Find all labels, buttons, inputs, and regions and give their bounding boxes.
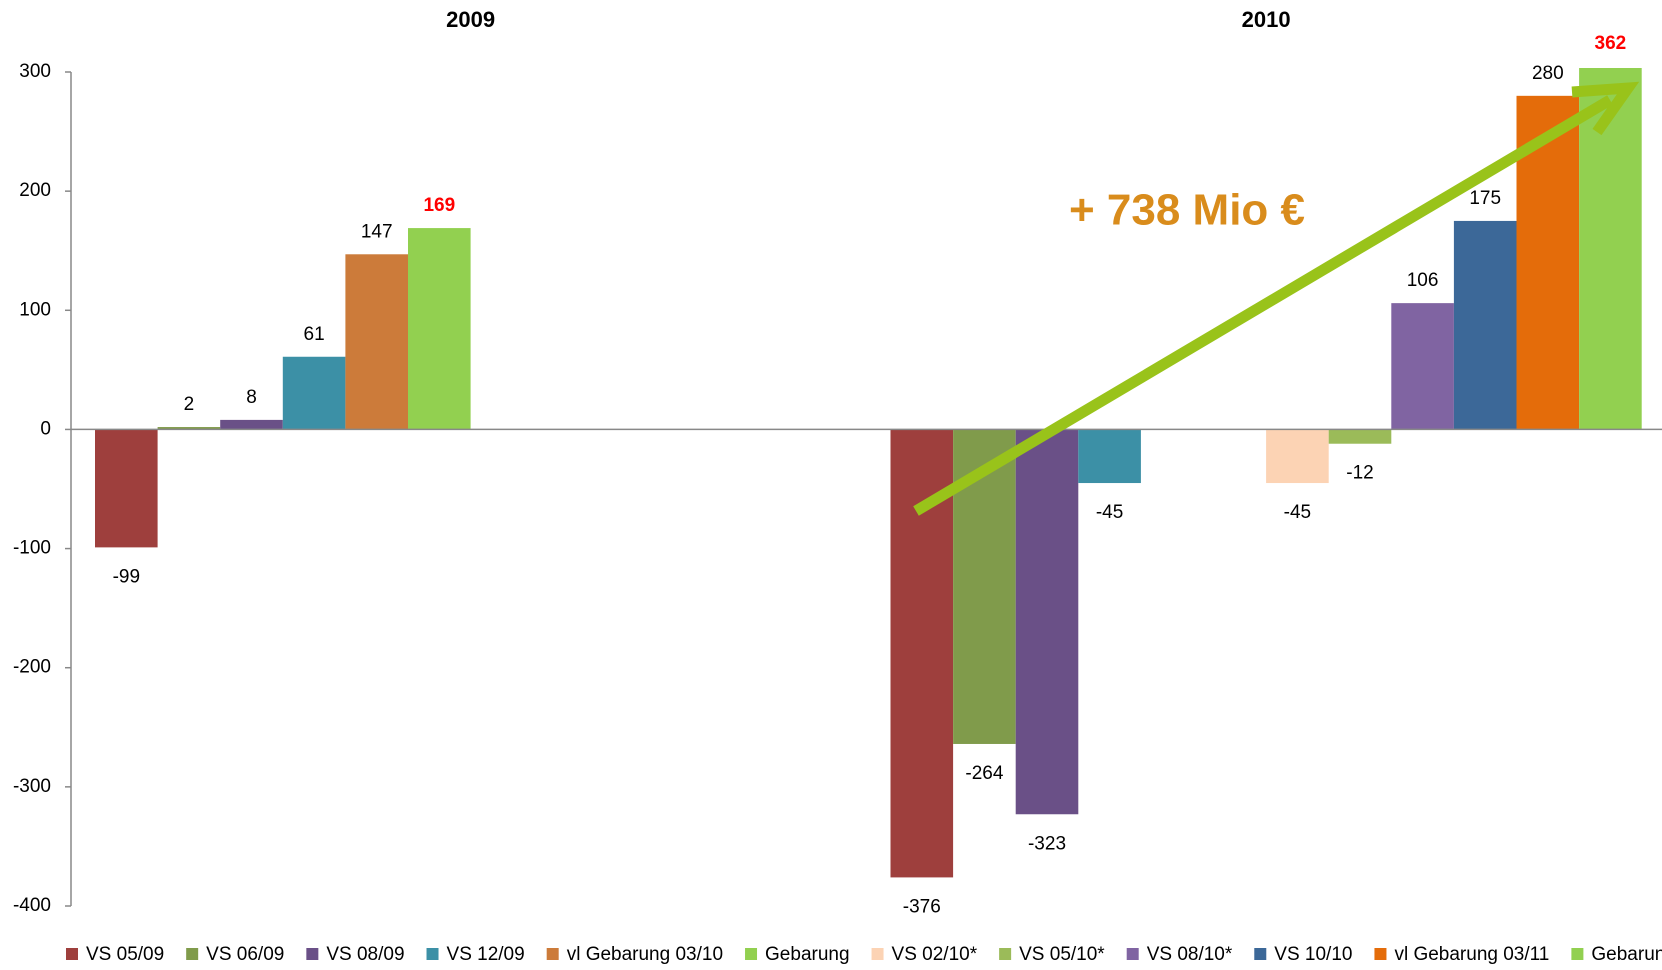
value-label: 175 xyxy=(1469,188,1501,209)
annotation: + 738 Mio € xyxy=(1069,186,1305,235)
arrow-head xyxy=(1571,81,1640,136)
category-label: 2010 xyxy=(1242,7,1291,32)
value-label: 362 xyxy=(1595,33,1627,54)
legend-label: VS 08/09 xyxy=(326,944,404,965)
y-tick-label: -300 xyxy=(13,776,51,797)
legend-swatch xyxy=(1126,948,1139,960)
bar xyxy=(1015,429,1079,815)
legend-label: vl Gebarung 03/11 xyxy=(1394,944,1549,965)
value-label: 2 xyxy=(184,394,195,415)
y-tick-label: 200 xyxy=(19,180,51,201)
legend-label: Gebarung xyxy=(1591,944,1662,965)
category-label: 2009 xyxy=(446,7,495,32)
arrow-shaft xyxy=(913,95,1613,516)
y-tick-label: 100 xyxy=(19,299,51,320)
value-label: -12 xyxy=(1346,463,1373,484)
value-label: 106 xyxy=(1407,270,1439,291)
legend-swatch xyxy=(871,948,884,960)
value-label: 147 xyxy=(361,221,393,242)
y-tick-label: -400 xyxy=(13,895,51,916)
y-tick-label: -200 xyxy=(13,657,51,678)
value-label: -376 xyxy=(903,896,941,917)
legend-label: VS 05/10* xyxy=(1019,944,1105,965)
legend-swatch xyxy=(999,948,1012,960)
legend-label: VS 08/10* xyxy=(1147,944,1233,965)
value-label: 8 xyxy=(246,387,257,408)
bar xyxy=(157,427,221,430)
bar xyxy=(220,419,283,430)
legend: VS 05/09 VS 06/09 VS 08/09 VS 12/09 vl Gebar… xyxy=(66,944,1662,965)
value-label: -99 xyxy=(113,566,140,587)
legend-swatch xyxy=(186,948,199,960)
legend-swatch xyxy=(66,948,78,960)
value-label: -264 xyxy=(965,763,1003,784)
legend-swatch xyxy=(745,948,758,960)
value-label: -45 xyxy=(1284,502,1311,523)
bar xyxy=(1453,220,1517,430)
bar xyxy=(282,356,346,430)
y-tick-label: 300 xyxy=(19,61,51,82)
bar xyxy=(1391,303,1454,430)
arrow xyxy=(913,81,1640,516)
value-label: -45 xyxy=(1096,502,1123,523)
value-label: 280 xyxy=(1532,63,1564,84)
legend-swatch xyxy=(1571,948,1584,960)
value-label: -323 xyxy=(1028,833,1066,854)
legend-swatch xyxy=(546,948,559,960)
y-tick-label: 0 xyxy=(40,418,51,439)
legend-swatch xyxy=(426,948,439,960)
legend-label: VS 12/09 xyxy=(447,944,525,965)
bar xyxy=(95,429,158,548)
legend-label: Gebarung xyxy=(765,944,850,965)
legend-label: vl Gebarung 03/10 xyxy=(567,944,723,965)
bar xyxy=(1328,429,1392,444)
y-tick-label: -100 xyxy=(13,538,51,559)
bar xyxy=(408,228,471,430)
plot-area xyxy=(95,68,1642,878)
legend-swatch xyxy=(1254,948,1267,960)
bar xyxy=(1266,429,1329,484)
legend-swatch xyxy=(306,948,319,960)
legend-label: VS 10/10 xyxy=(1274,944,1352,965)
legend-label: VS 06/09 xyxy=(206,944,284,965)
bar xyxy=(1579,68,1642,430)
value-label: 61 xyxy=(304,324,325,345)
bar xyxy=(1078,429,1141,484)
value-label: 169 xyxy=(423,195,455,216)
legend-label: VS 05/09 xyxy=(86,944,164,965)
legend-label: VS 02/10* xyxy=(892,944,978,965)
bar xyxy=(345,254,408,430)
labels: -400 -300 -200 -100 0 100 200 300 2009 -99 2 8 61 147… xyxy=(13,7,1662,917)
legend-swatch xyxy=(1374,948,1387,960)
